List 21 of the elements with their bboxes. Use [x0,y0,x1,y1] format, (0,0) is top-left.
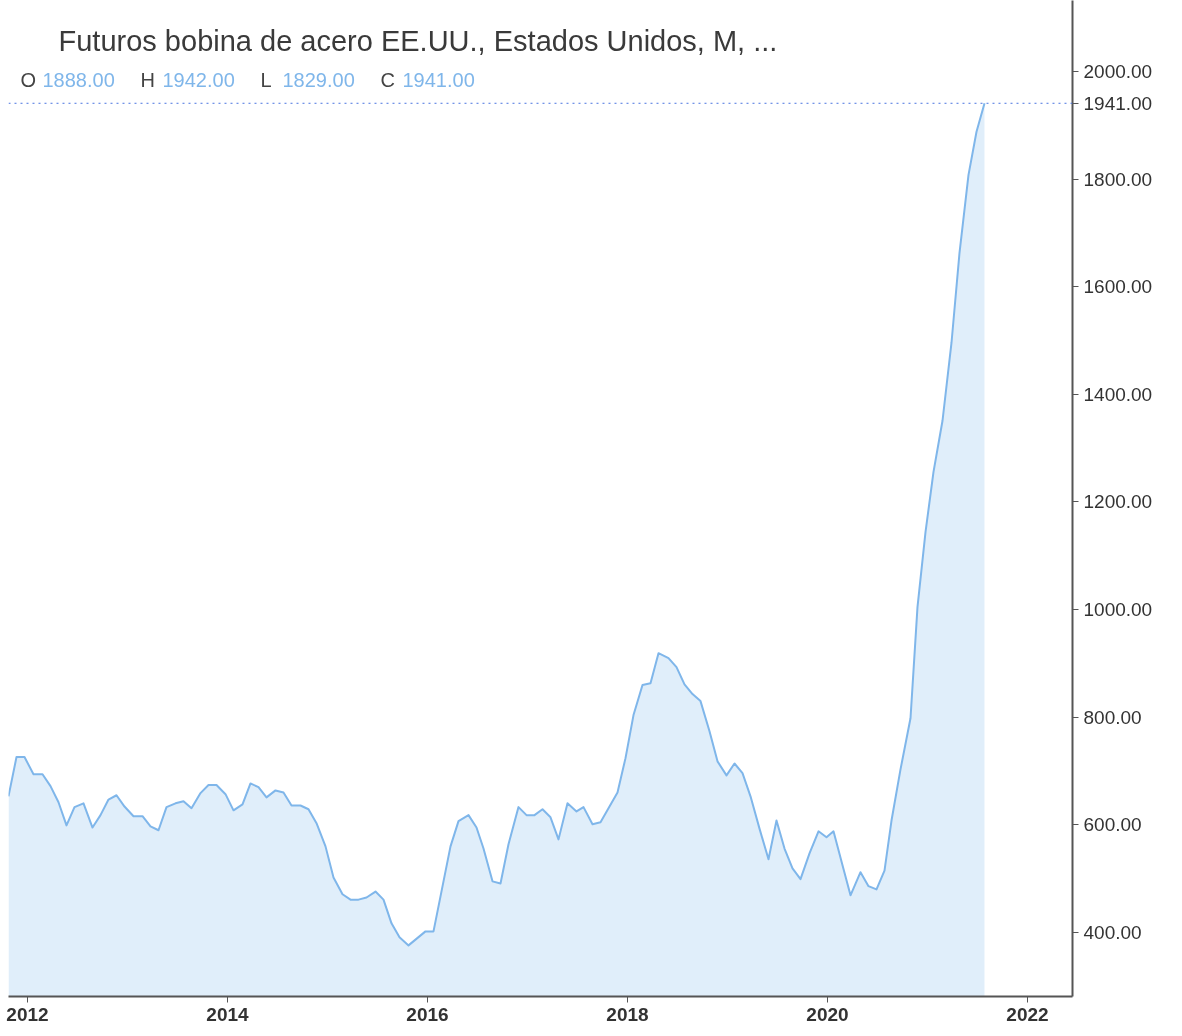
y-tick-label: 800.00 [1083,706,1142,728]
x-tick-label: 2016 [406,1003,449,1025]
y-tick-label: 1400.00 [1083,383,1153,405]
y-tick-label: 2000.00 [1083,61,1153,83]
x-tick-label: 2020 [806,1003,849,1025]
y-tick-label: 1200.00 [1083,491,1153,513]
x-tick-label: 2014 [206,1003,250,1025]
x-tick-label: 2018 [606,1003,649,1025]
y-tick-label: 1000.00 [1083,599,1153,621]
y-tick-label: 600.00 [1083,814,1142,836]
y-tick-label: 1600.00 [1083,276,1153,298]
annotation: H 1942.00 [140,68,235,91]
ref-line-label: 1941.00 [1083,92,1153,114]
x-tick-label: 2022 [1006,1003,1049,1025]
y-tick-label: 1800.00 [1083,168,1153,190]
annotation: C 1941.00 [380,68,475,91]
annotation: L 1829.00 [260,68,355,91]
text: Futuros bobina de acero EE.UU., Estados Unidos, M, ... [58,24,778,57]
y-tick-label: 400.00 [1083,921,1142,943]
x-tick-label: 2012 [6,1003,49,1025]
annotation: O 1888.00 [20,68,115,91]
